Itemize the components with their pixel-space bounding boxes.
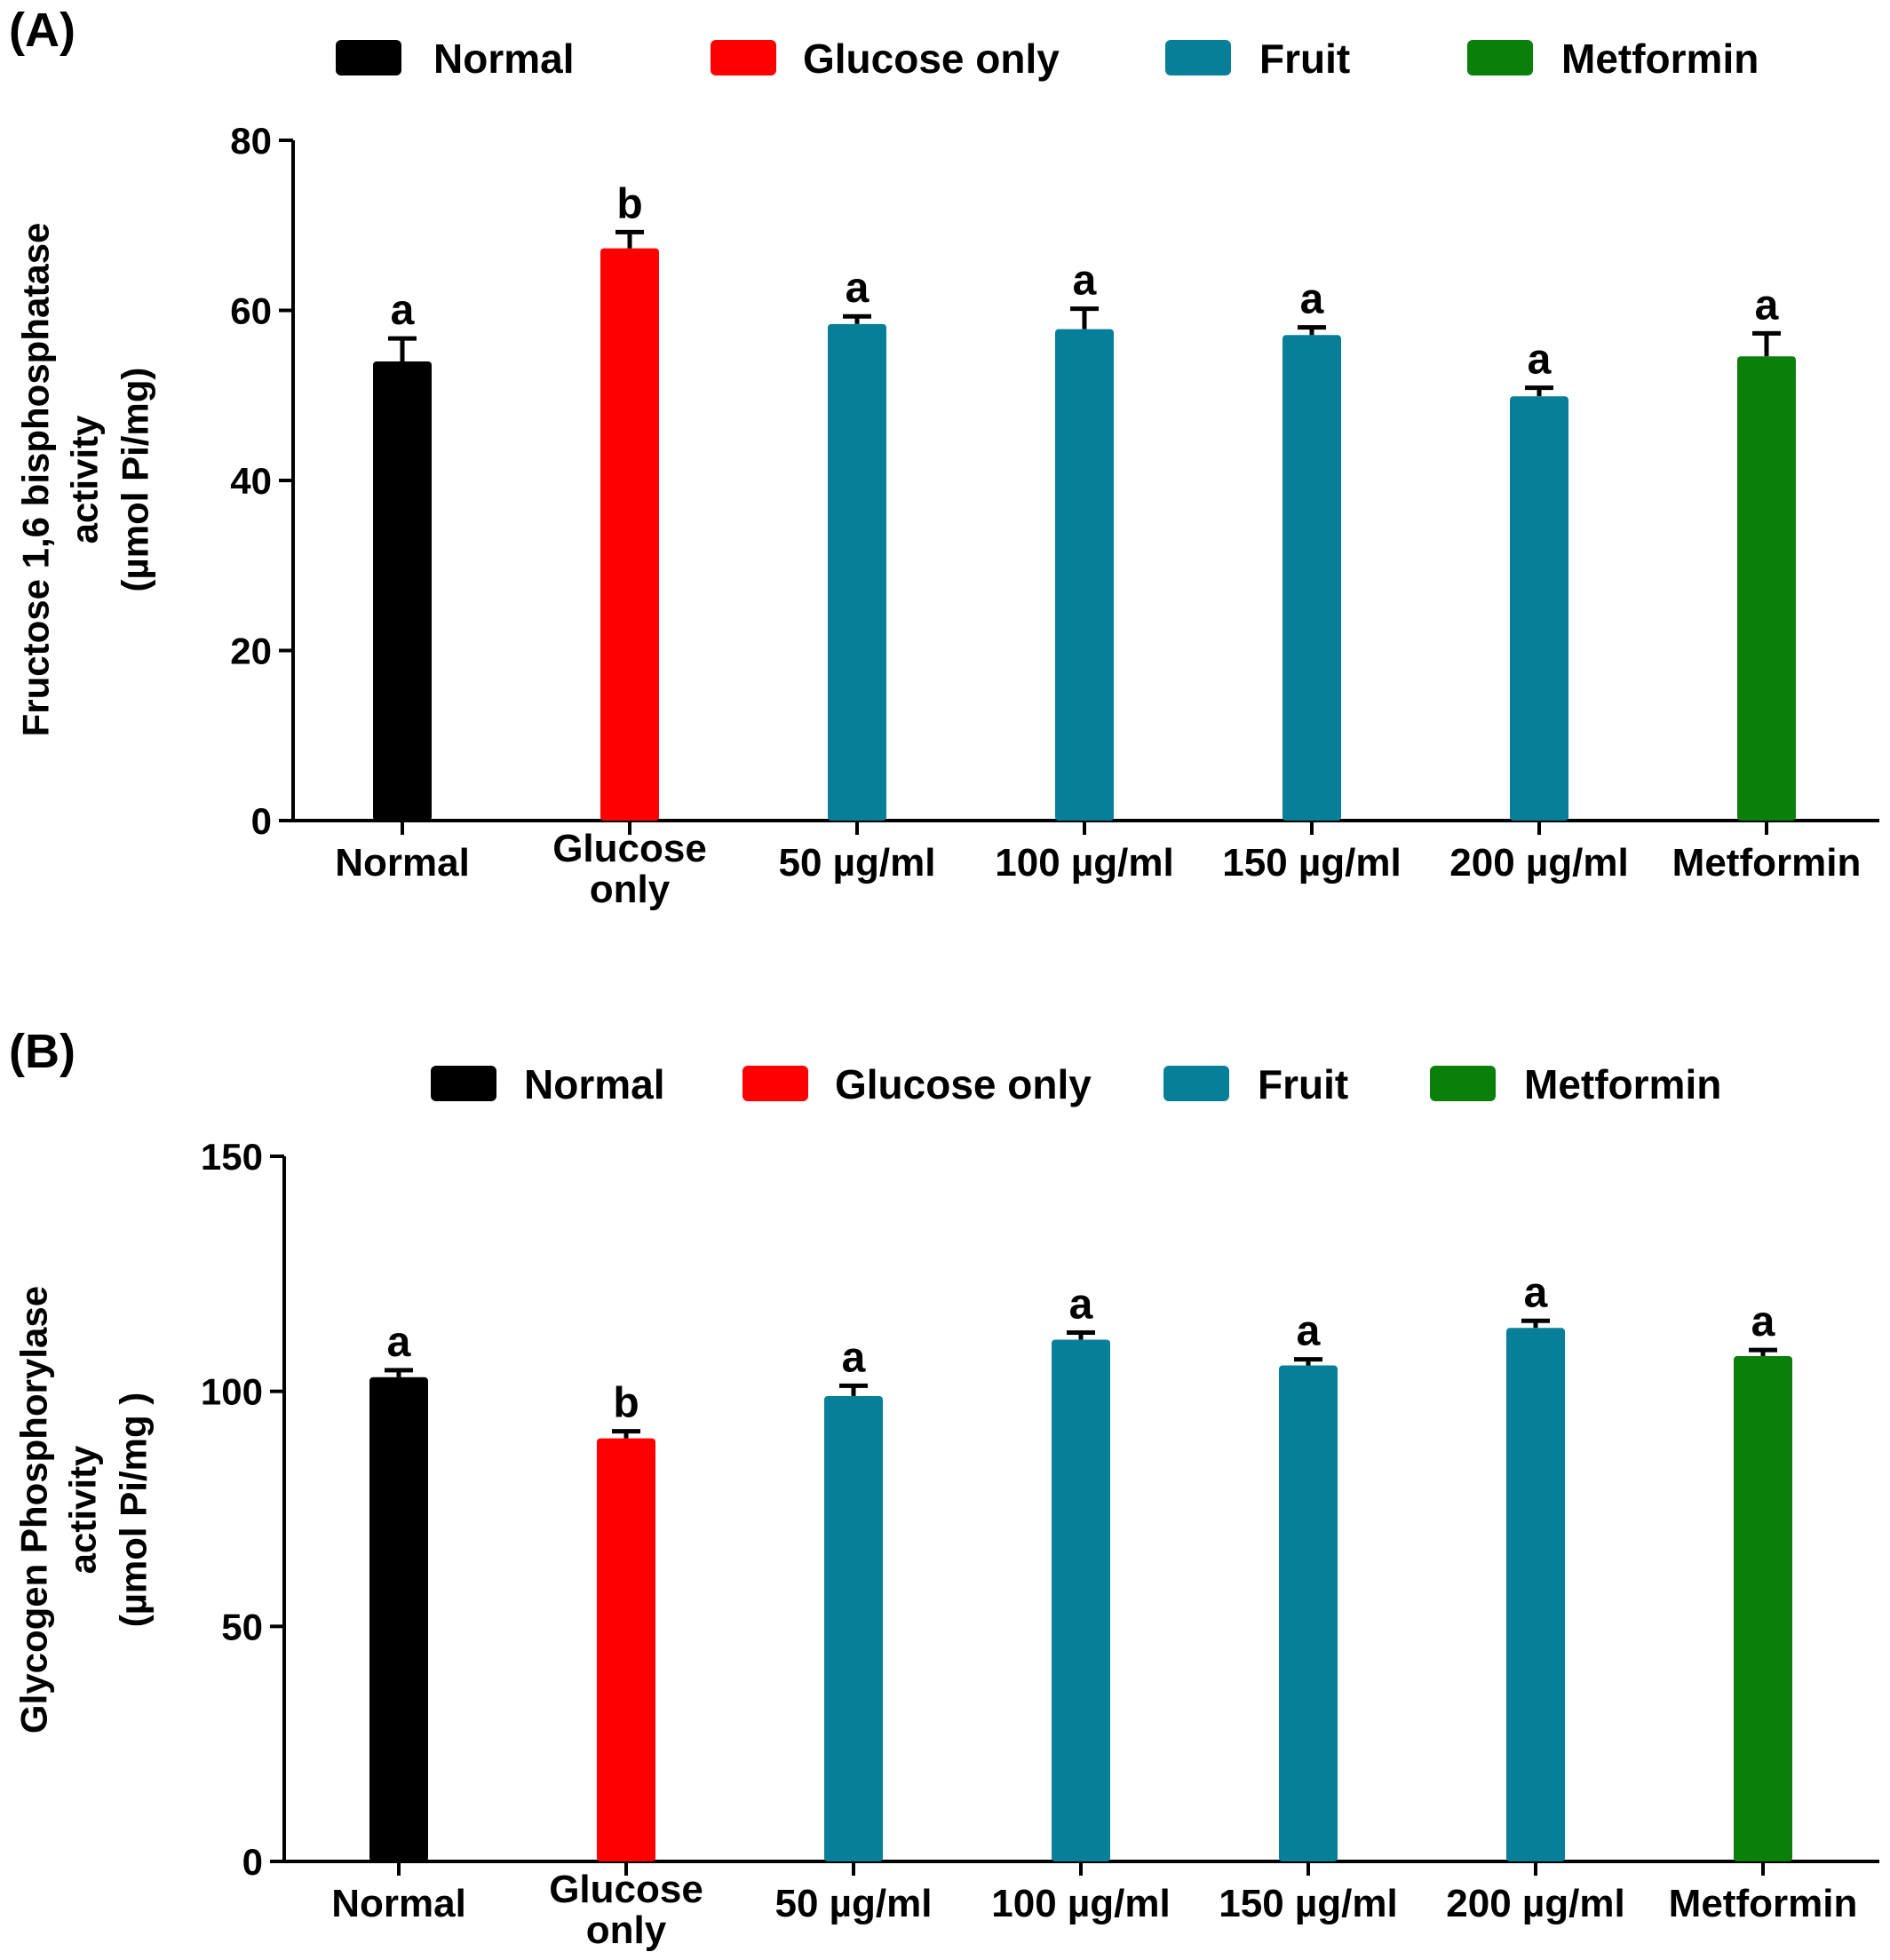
x-tick-label: 200 µg/ml (1449, 841, 1628, 885)
legend-swatch (1165, 40, 1231, 75)
significance-label: a (1297, 1308, 1321, 1355)
x-tick-label: Metformin (1669, 1882, 1858, 1925)
y-axis-title: Fructose 1,6 bisphosphatase (15, 223, 57, 737)
x-tick-label: 100 µg/ml (991, 1882, 1170, 1925)
legend-label: Normal (433, 36, 574, 82)
legend-label: Metformin (1524, 1061, 1721, 1107)
bar (1510, 396, 1568, 821)
y-tick-label: 80 (230, 120, 272, 162)
x-tick-label: 150 µg/ml (1222, 841, 1401, 885)
bar (1052, 1339, 1110, 1861)
significance-label: b (616, 180, 642, 227)
bar (369, 1377, 428, 1861)
x-tick-label: 50 µg/ml (775, 1882, 933, 1925)
bar (828, 323, 886, 821)
x-tick-label: Normal (335, 841, 470, 885)
significance-label: a (1300, 276, 1324, 323)
x-tick-label: only (590, 868, 671, 911)
bar (1506, 1328, 1565, 1861)
legend-item: Glucose only (742, 1061, 1092, 1107)
legend-item: Metformin (1430, 1061, 1721, 1107)
legend-label: Glucose only (803, 36, 1060, 82)
y-tick-label: 100 (201, 1371, 263, 1413)
significance-label: a (1073, 258, 1097, 305)
significance-label: a (1528, 337, 1552, 384)
legend-label: Glucose only (835, 1061, 1092, 1107)
y-tick-label: 20 (230, 631, 272, 672)
x-tick-label: 100 µg/ml (995, 841, 1173, 885)
bar (1734, 1355, 1792, 1861)
legend-swatch (1163, 1066, 1229, 1101)
panel-label: (B) (9, 1025, 75, 1078)
bar (1279, 1365, 1338, 1861)
x-tick-label: 50 µg/ml (779, 841, 936, 885)
x-tick-label: 150 µg/ml (1219, 1882, 1397, 1925)
y-axis-title: Glycogen Phosphorylase (13, 1286, 55, 1734)
legend-swatch (1430, 1066, 1496, 1101)
legend-swatch (742, 1066, 808, 1101)
y-tick-label: 0 (242, 1841, 263, 1883)
legend-swatch (1467, 40, 1533, 75)
y-tick-label: 150 (201, 1136, 263, 1178)
significance-label: a (1751, 1298, 1775, 1345)
y-tick-label: 40 (230, 460, 272, 502)
y-axis-title: (µmol Pi/mg ) (113, 1393, 155, 1628)
chart-panel-b: (B) Normal Glucose only Fruit Metformin 0 50 10… (9, 1025, 1879, 1952)
legend-label: Normal (524, 1061, 664, 1107)
legend-item: Fruit (1163, 1061, 1348, 1107)
x-tick-label: only (586, 1908, 667, 1952)
chart-panel-a: (A) Normal Glucose only Fruit Metformin 0 20 40… (9, 4, 1879, 911)
panel-label: (A) (9, 4, 75, 57)
legend-item: Normal (431, 1061, 664, 1107)
significance-label: a (846, 265, 870, 312)
bar (600, 248, 659, 821)
bar (1737, 356, 1796, 821)
bar (824, 1395, 883, 1861)
significance-label: a (1524, 1269, 1548, 1316)
bar (373, 361, 432, 821)
x-tick-label: Metformin (1672, 841, 1862, 885)
x-tick-label: 200 µg/ml (1446, 1882, 1624, 1925)
legend-swatch (431, 1066, 496, 1101)
bar (1055, 329, 1114, 821)
y-tick-label: 60 (230, 290, 272, 332)
y-tick-label: 0 (251, 800, 272, 842)
significance-label: b (613, 1380, 639, 1427)
legend-swatch (336, 40, 401, 75)
bar (597, 1438, 655, 1861)
y-axis-title: activity (64, 415, 106, 544)
x-tick-label: Glucose (549, 1868, 703, 1911)
y-tick-label: 50 (221, 1606, 263, 1647)
y-axis-title: (µmol Pi/mg) (115, 368, 156, 592)
legend-item: Glucose only (711, 36, 1060, 82)
legend-item: Normal (336, 36, 574, 82)
legend-label: Fruit (1259, 36, 1350, 82)
significance-label: a (387, 1319, 411, 1366)
significance-label: a (391, 287, 415, 334)
legend-item: Fruit (1165, 36, 1350, 82)
x-tick-label: Glucose (552, 827, 707, 870)
legend-label: Fruit (1258, 1061, 1348, 1107)
legend-label: Metformin (1561, 36, 1759, 82)
x-tick-label: Normal (331, 1882, 466, 1925)
significance-label: a (1069, 1282, 1093, 1329)
legend-swatch (711, 40, 776, 75)
significance-label: a (1755, 282, 1779, 329)
bar (1282, 335, 1341, 821)
legend-item: Metformin (1467, 36, 1759, 82)
y-axis-title: activity (62, 1445, 104, 1574)
significance-label: a (842, 1334, 866, 1381)
